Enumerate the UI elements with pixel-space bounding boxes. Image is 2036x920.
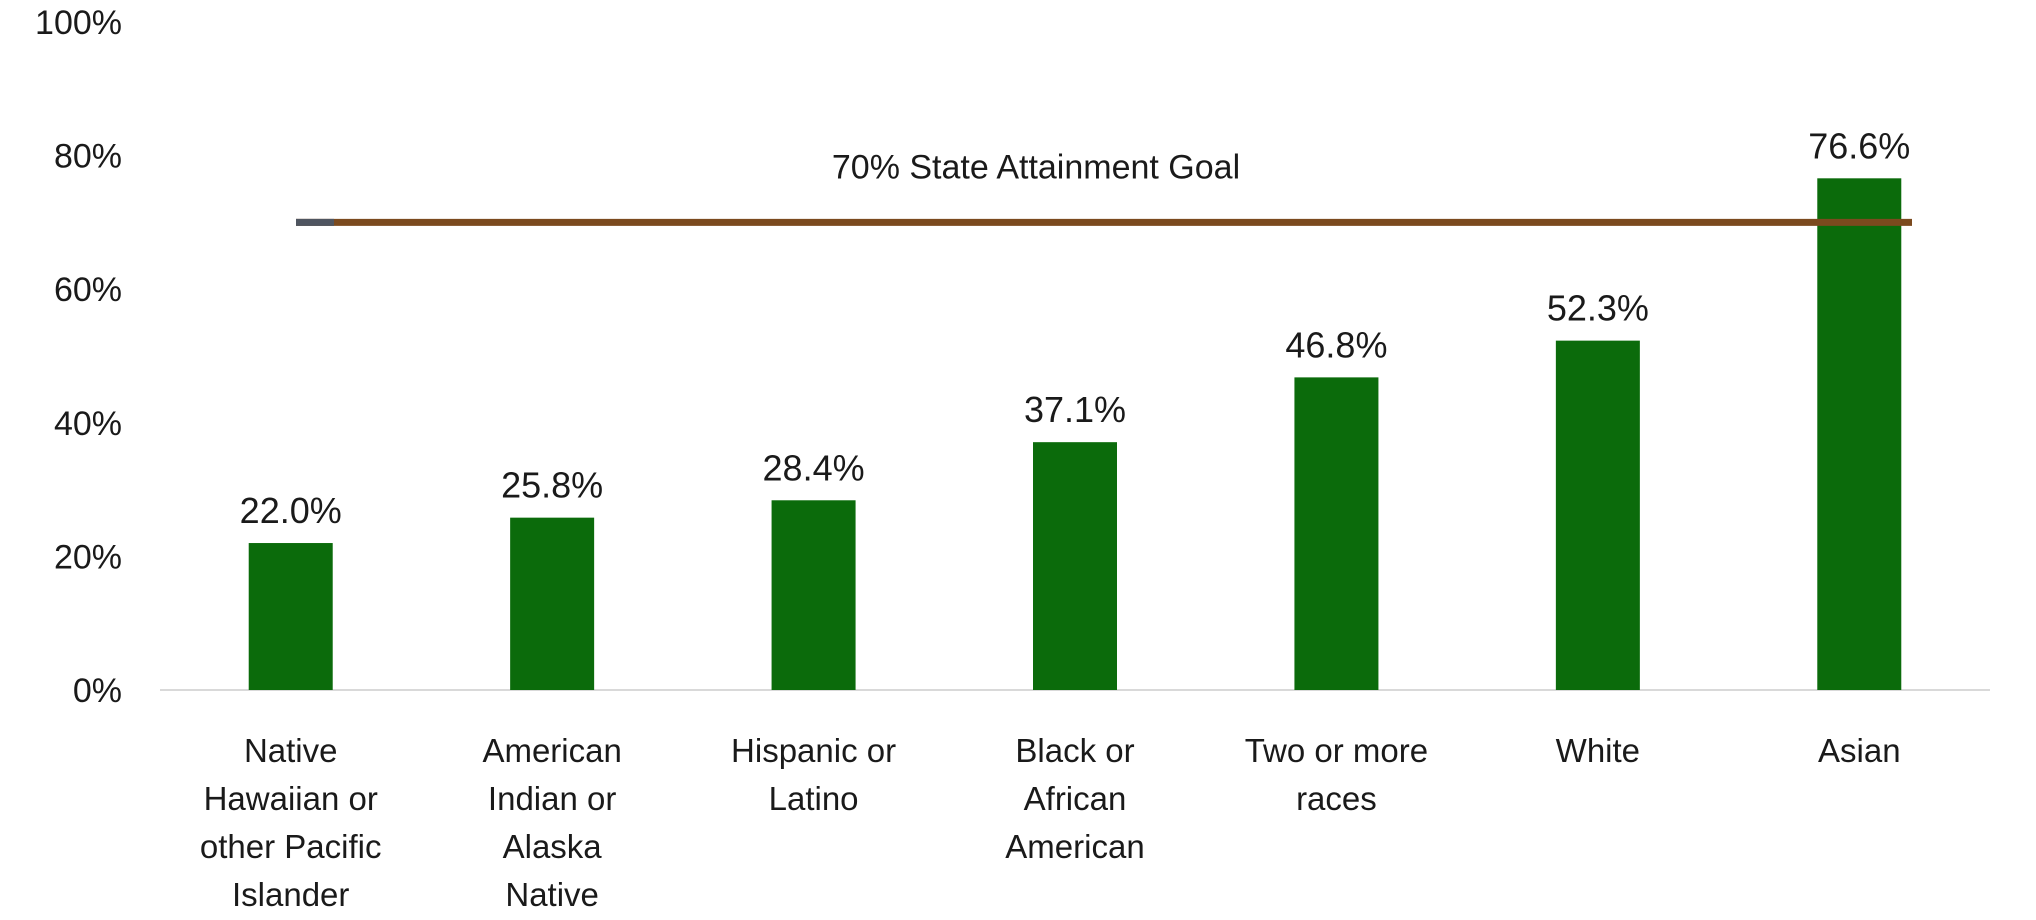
category-labels: Native Hawaiian or other Pacific Islander Am…: [200, 732, 1901, 913]
bars: [248, 178, 1902, 690]
y-tick-label: 80%: [54, 138, 122, 176]
category-label: Asian: [1818, 732, 1901, 769]
bar: [510, 517, 595, 690]
data-label: 22.0%: [240, 490, 342, 531]
y-tick-label: 0%: [73, 672, 122, 710]
bar: [1555, 340, 1640, 690]
data-label: 37.1%: [1024, 389, 1126, 430]
category-label: White: [1556, 732, 1640, 769]
category-label: Two or more races: [1245, 732, 1428, 817]
bar: [771, 500, 856, 690]
category-label: Native Hawaiian or other Pacific Islander: [200, 732, 382, 913]
bar: [248, 543, 333, 690]
y-tick-label: 60%: [54, 271, 122, 309]
data-label: 52.3%: [1547, 288, 1649, 329]
data-label: 46.8%: [1285, 324, 1387, 365]
y-tick-label: 100%: [35, 4, 122, 42]
data-labels: 22.0% 25.8% 28.4% 37.1% 46.8% 52.3% 76.6%: [240, 125, 1911, 531]
y-tick-label: 20%: [54, 538, 122, 576]
category-label: American Indian or Alaska Native: [482, 732, 621, 913]
bar: [1294, 377, 1379, 690]
category-label: Black or African American: [1005, 732, 1144, 865]
goal-label: 70% State Attainment Goal: [832, 148, 1240, 186]
y-tick-label: 40%: [54, 405, 122, 443]
bar: [1817, 178, 1902, 690]
y-axis-ticks: 0% 20% 40% 60% 80% 100%: [35, 4, 122, 710]
data-label: 25.8%: [501, 465, 603, 506]
data-label: 28.4%: [763, 447, 865, 488]
data-label: 76.6%: [1808, 125, 1910, 166]
category-label: Hispanic or Latino: [731, 732, 896, 817]
bar: [1033, 442, 1117, 690]
